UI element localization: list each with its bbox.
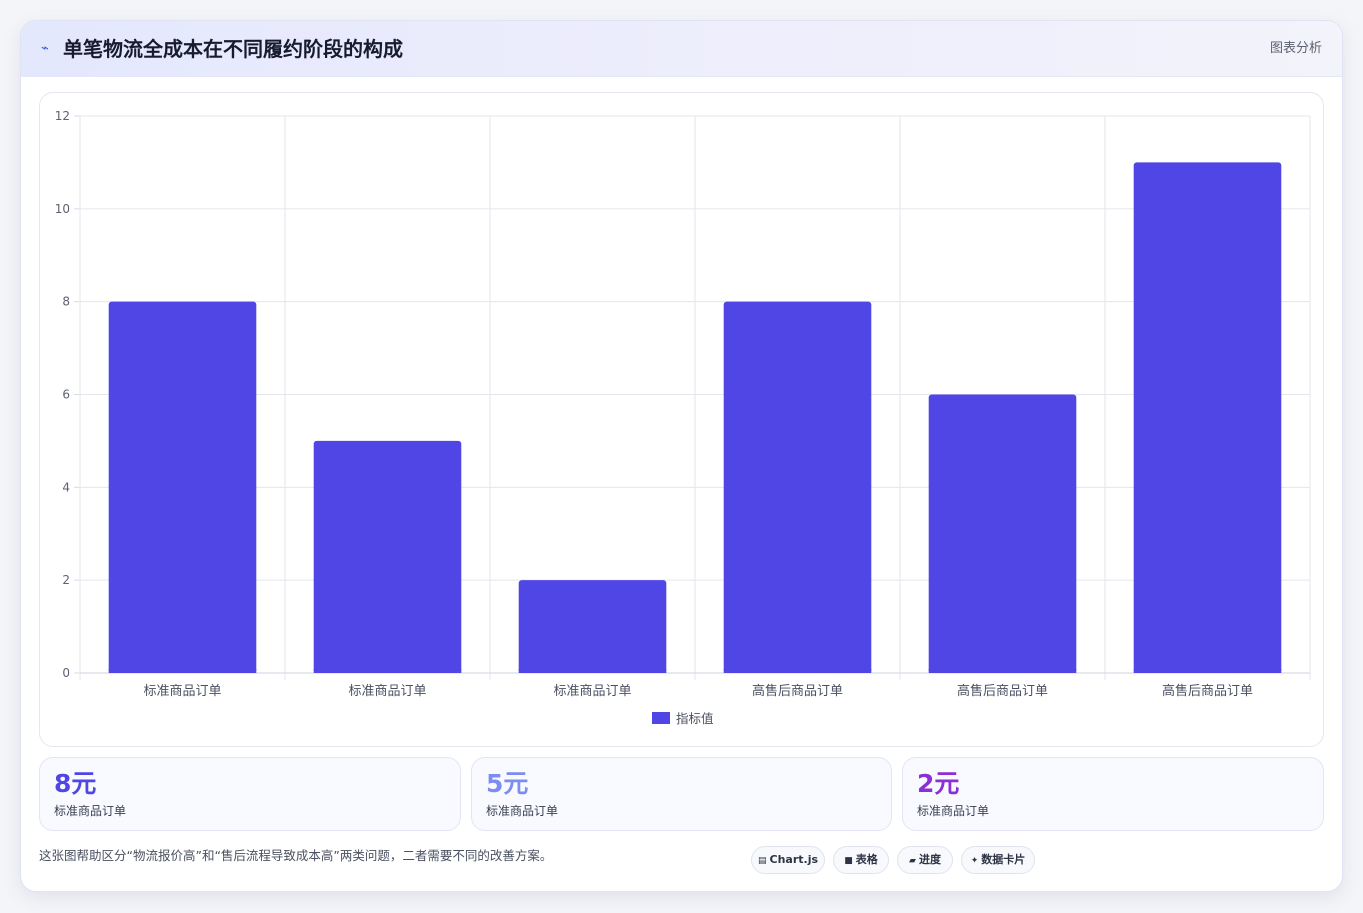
x-tick-label: 高售后商品订单 [752,683,843,699]
y-tick-label: 4 [62,480,70,494]
x-tick-label: 高售后商品订单 [1162,683,1253,699]
stat-label: 标准商品订单 [486,804,559,818]
bar [108,301,257,673]
legend-swatch [652,712,670,724]
x-tick-label: 标准商品订单 [143,684,221,699]
y-tick-label: 6 [62,388,70,402]
bar [518,580,667,673]
bar-base [723,669,872,673]
chip-label: 进度 [918,853,941,866]
chart-icon: ▤ [757,856,767,866]
stat-label: 标准商品订单 [54,804,127,818]
y-tick-label: 12 [55,109,70,123]
y-tick-label: 2 [62,573,70,587]
chip-label: 表格 [855,853,878,866]
chip-progress[interactable]: ▰ 进度 [897,846,953,874]
stat-card-3: 2元 标准商品订单 [902,757,1324,831]
chip-label: 数据卡片 [981,853,1026,866]
chip-label: Chart.js [769,853,819,866]
bar-chart: 0 2 4 6 8 10 12 标准商品订单 标准商品订单 标准商品订单 高售后商品订单 高售后商品订… [55,109,1311,726]
bar-base [313,669,462,673]
bar-base [518,669,667,673]
progress-icon: ▰ [909,856,916,866]
stat-value: 2元 [917,769,960,798]
x-tick-label: 标准商品订单 [553,684,631,699]
chart-title: 单笔物流全成本在不同履约阶段的构成 [63,37,403,61]
stat-value: 8元 [54,769,97,798]
card-header: ⌁ 单笔物流全成本在不同履约阶段的构成 图表分析 [21,21,1342,77]
card-icon: ✦ [970,856,979,866]
footnote: 这张图帮助区分“物流报价高”和“售后流程导致成本高”两类问题，二者需要不同的改善… [39,848,553,863]
bar [928,394,1077,673]
bar-base [108,669,257,673]
stat-label: 标准商品订单 [917,804,990,818]
legend-label: 指标值 [676,711,714,726]
y-tick-label: 8 [62,295,70,309]
chip-table[interactable]: ■ 表格 [833,846,889,874]
bar [723,301,872,673]
chart-panel: 0 2 4 6 8 10 12 标准商品订单 标准商品订单 标准商品订单 高售后商品订单 高售后商品订… [39,92,1324,747]
stat-value: 5元 [486,769,529,798]
chip-chartjs[interactable]: ▤ Chart.js [751,846,825,874]
chart-card: ⌁ 单笔物流全成本在不同履约阶段的构成 图表分析 0 2 4 6 8 10 12 标准商品订单… [20,20,1343,892]
x-tick-label: 高售后商品订单 [957,683,1048,699]
stat-card-2: 5元 标准商品订单 [471,757,892,831]
bar [1133,162,1282,673]
x-tick-label: 标准商品订单 [348,684,426,699]
table-icon: ■ [844,856,853,866]
y-tick-label: 10 [55,202,70,216]
chart-line-icon: ⌁ [41,41,49,56]
stat-card-1: 8元 标准商品订单 [39,757,461,831]
y-tick-label: 0 [62,666,70,680]
bar [313,440,462,673]
bar-base [928,669,1077,673]
chip-data-card[interactable]: ✦ 数据卡片 [961,846,1035,874]
header-tag: 图表分析 [1269,41,1322,56]
bar-base [1133,669,1282,673]
